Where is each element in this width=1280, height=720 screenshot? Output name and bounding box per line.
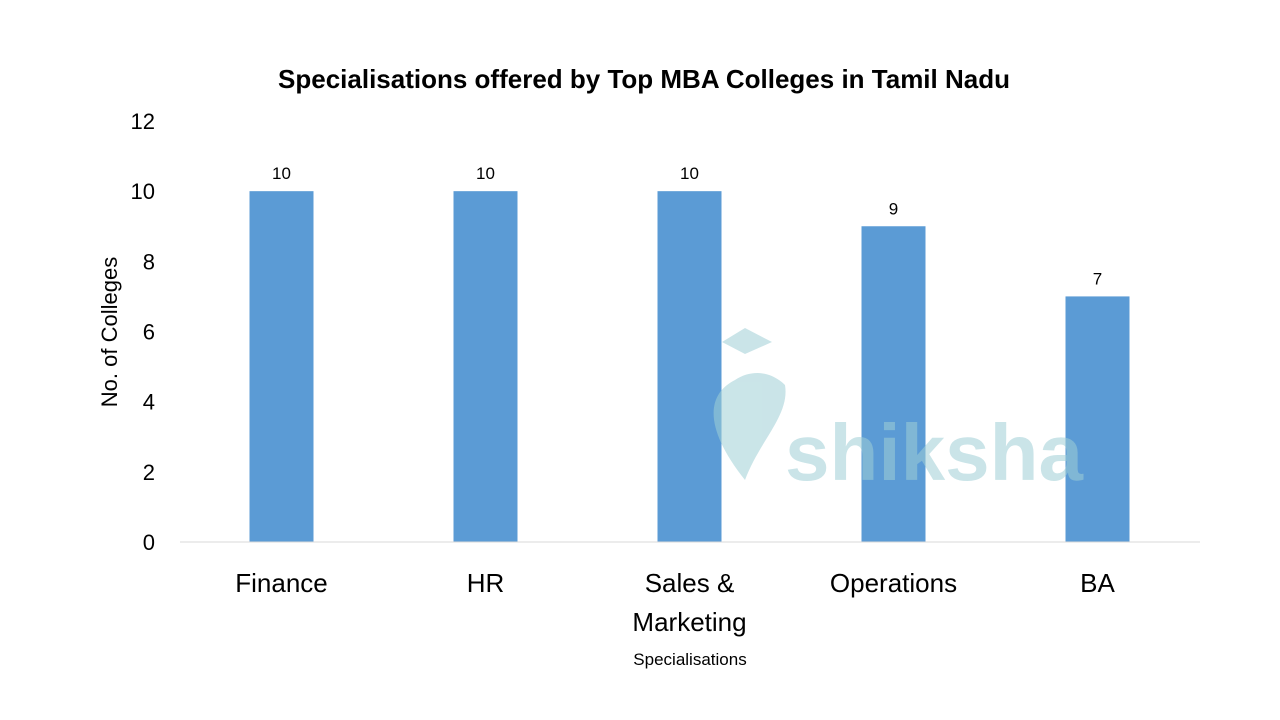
data-label: 10 [680, 164, 699, 183]
bar [657, 191, 722, 542]
watermark-pen-icon [713, 373, 786, 480]
y-axis-label: No. of Colleges [97, 257, 122, 407]
y-tick-label: 10 [131, 179, 155, 204]
y-tick-label: 8 [143, 249, 155, 274]
bar [249, 191, 314, 542]
y-tick-label: 0 [143, 530, 155, 555]
y-tick-label: 4 [143, 390, 155, 415]
chart-title: Specialisations offered by Top MBA Colle… [278, 64, 1010, 94]
bar [1065, 296, 1130, 542]
watermark-cap-icon [722, 328, 772, 354]
bar [453, 191, 518, 542]
watermark-text: shiksha [785, 408, 1083, 497]
category-label: Finance [235, 568, 328, 598]
x-axis-label: Specialisations [633, 650, 746, 669]
y-tick-label: 12 [131, 109, 155, 134]
category-label: BA [1080, 568, 1115, 598]
data-label: 9 [889, 199, 898, 218]
category-label: HR [467, 568, 505, 598]
category-label: Marketing [632, 607, 746, 637]
data-label: 10 [476, 164, 495, 183]
bar [861, 226, 926, 542]
category-label: Sales & [645, 568, 735, 598]
category-label: Operations [830, 568, 957, 598]
y-tick-label: 2 [143, 460, 155, 485]
data-label: 10 [272, 164, 291, 183]
y-tick-label: 6 [143, 320, 155, 345]
shiksha-watermark: shiksha [713, 328, 1083, 497]
data-label: 7 [1093, 269, 1102, 288]
